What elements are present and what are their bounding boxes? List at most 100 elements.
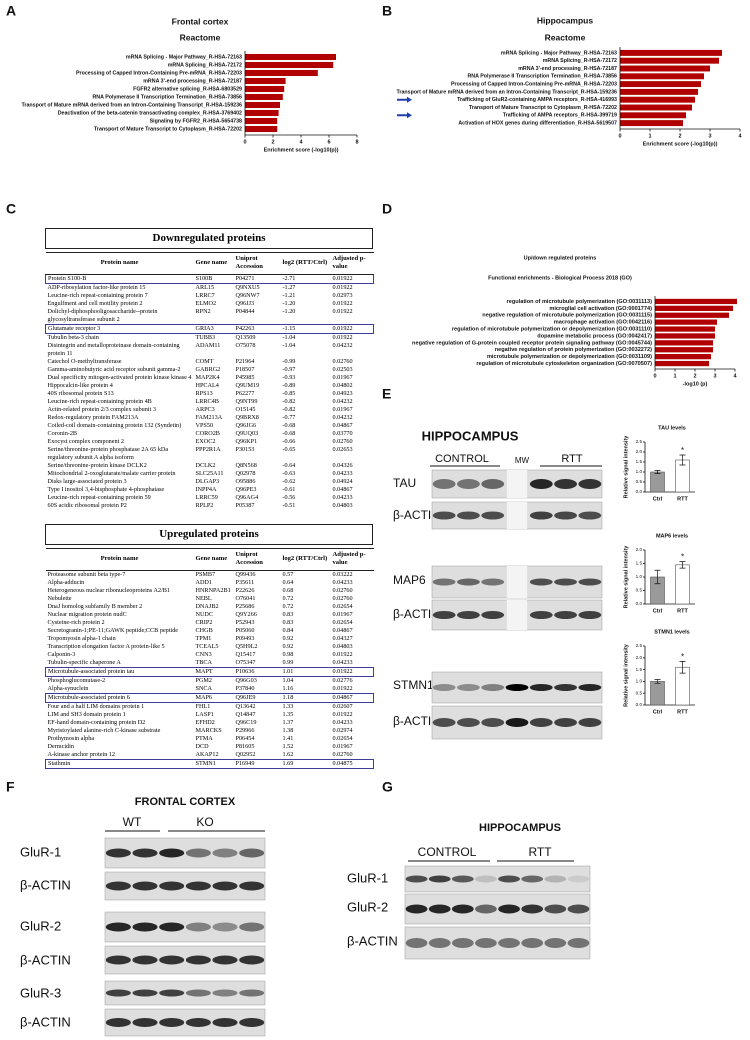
bar (650, 681, 665, 706)
table-row: A-kinase anchor protein 12 AKAP12 Q02952 1.… (46, 751, 374, 760)
column-header: Uniprot Accession (233, 252, 281, 275)
blot-band (544, 875, 567, 883)
table-cell: PTMA (195, 735, 213, 742)
blot-title: HIPPOCAMPUS (422, 428, 519, 443)
table-cell: Q02952 (235, 751, 256, 758)
table-cell: MAP2K4 (195, 374, 220, 381)
bar (655, 360, 709, 367)
table-cell: 0.04803 (332, 643, 353, 650)
panel-letter: D (382, 201, 392, 217)
table-cell: P45985 (235, 374, 255, 381)
table-row: Hippocalcin-like protein 4 HPCAL4 Q9UM19 -0… (46, 382, 374, 390)
table-row: Dual specificity mitogen-activated prote… (46, 374, 374, 382)
table-cell: 0.01967 (332, 374, 353, 381)
table-row: Tropomyosin alpha-1 chain TPM1 P09493 0.92 0… (46, 635, 374, 643)
blot-band (554, 479, 577, 489)
table-row: Microtubule-associated protein 6 MAP6 Q96J… (45, 693, 374, 703)
x-tick-label: 2 (271, 139, 274, 145)
table-cell: Microtubule-associated protein tau (45, 667, 194, 677)
column-header: log2 (RTT/Ctrl) (280, 252, 331, 275)
blot-band (481, 684, 505, 691)
table-row: Secretogranin-1;PE-11;GAWK peptide;CCB p… (46, 627, 374, 635)
table-cell: -1.20 (282, 308, 296, 315)
table-cell: 0.01967 (332, 743, 353, 750)
blot-band (185, 848, 211, 858)
table-cell: S100B (193, 274, 234, 284)
chart-title: Hippocampus (537, 15, 593, 25)
blot-band (529, 611, 553, 619)
table-row: Heterogeneous nuclear ribonucleoproteins… (46, 587, 374, 595)
table-cell: Dual specificity mitogen-activated prote… (47, 374, 192, 381)
table-cell: Alpha-adducin (47, 579, 85, 586)
x-axis-label: Enrichment score (-log10(p)) (643, 141, 718, 147)
table-cell: P62277 (235, 390, 255, 397)
table-cell: RPN2 (195, 308, 211, 315)
blot-band (498, 938, 520, 948)
blot-band (105, 989, 131, 997)
table-cell: CHGB (195, 627, 213, 634)
blot-band (451, 875, 474, 883)
table-cell: -1.04 (282, 334, 296, 341)
table-cell: 0.83 (282, 611, 294, 618)
category-label: Trafficking of GluR2-containing AMPA rec… (457, 97, 617, 103)
table-cell: MAPT (193, 667, 234, 677)
table-row: Leucine-rich repeat-containing protein 4… (46, 398, 374, 406)
table-cell: ADD1 (195, 579, 213, 586)
blot-band (554, 611, 577, 619)
table-cell: 0.04232 (332, 398, 353, 405)
chart-subtitle: Reactome (180, 32, 221, 42)
table-cell: 0.01967 (332, 406, 353, 413)
table-cell: PGM2 (195, 677, 213, 684)
bar (245, 53, 336, 61)
table-cell: FHL1 (195, 703, 211, 710)
blot-band (481, 611, 505, 619)
table-cell: NUDC (195, 611, 214, 618)
table-cell: GABRG2 (195, 366, 221, 373)
y-tick-label: 2.0 (636, 655, 643, 660)
table-cell: INPP4A (195, 486, 217, 493)
table-cell: 0.01922 (332, 651, 353, 658)
table-cell: P05060 (235, 627, 255, 634)
blot-band (432, 718, 456, 727)
blot-band (132, 1018, 158, 1027)
table-cell: Cysteine-rich protein 2 (47, 619, 105, 626)
table-cell: P06454 (235, 735, 255, 742)
table-cell: Actin-related protein 2/3 complex subuni… (47, 406, 156, 413)
category-label: Transport of Mature Transcript to Cytopl… (469, 105, 617, 111)
chart-title: TAU levels (658, 425, 686, 431)
table-cell: 0.02973 (332, 292, 353, 299)
table-cell: Q9BRX8 (235, 414, 259, 421)
error-bar (654, 569, 661, 585)
blot-band (239, 989, 265, 997)
table-row: Alpha-synuclein SNCA P37840 1.16 0.01922 (46, 685, 374, 694)
bar (245, 69, 318, 77)
panel-letter: G (382, 779, 393, 795)
arrow-marker (397, 96, 412, 103)
table-row: Alpha-adducin ADD1 P35611 0.64 0.04233 (46, 579, 374, 587)
table-cell: -0.93 (282, 374, 296, 381)
table-cell: 0.04326 (332, 462, 353, 469)
table-cell: -0.68 (282, 422, 296, 429)
table-cell: HNRNPA2B1 (195, 587, 231, 594)
x-tick-label: 3 (708, 133, 711, 139)
blot-band (481, 718, 505, 727)
category-label: negative regulation of protein polymeriz… (495, 347, 652, 353)
blot-band (529, 479, 553, 489)
table-cell: Q9Y266 (235, 611, 257, 618)
table-cell: TCEAL5 (195, 643, 219, 650)
table-cell: TUBB3 (195, 334, 216, 341)
blot-band (521, 938, 544, 948)
category-label: mRNA Splicing - Major Pathway_R-HSA-7216… (501, 50, 617, 56)
table-row: Serine/threonine-protein phosphatase 2A … (46, 446, 374, 462)
blot-band (185, 881, 211, 891)
table-row: Nebulette NEBL O76041 0.72 0.02760 (46, 595, 374, 603)
blot-band (212, 848, 238, 858)
error-bar (679, 454, 686, 466)
table-title: Upregulated proteins (45, 524, 373, 545)
blot-band (457, 718, 480, 727)
bar (675, 564, 690, 605)
y-axis-label: Relative signal intensity (623, 545, 629, 609)
header-row: Protein name Gene name Uniprot Accession lo… (45, 252, 374, 275)
table-cell: Gamma-aminobutyric acid receptor subunit… (47, 366, 181, 373)
marker-lane (506, 470, 528, 498)
